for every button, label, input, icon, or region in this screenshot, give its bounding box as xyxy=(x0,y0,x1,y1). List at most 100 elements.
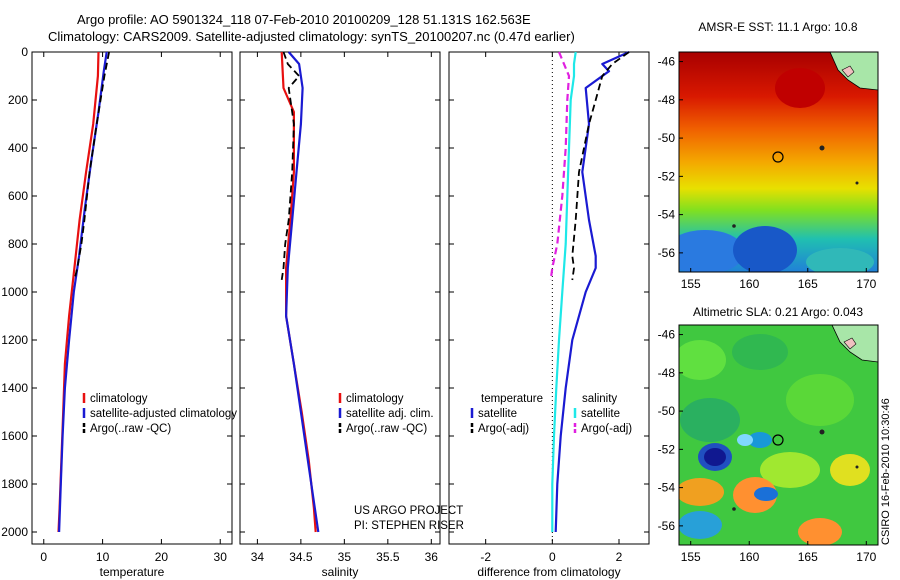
x-tick-label: 30 xyxy=(214,550,228,564)
figure-title-line1: Argo profile: AO 5901324_118 07-Feb-2010… xyxy=(77,12,531,27)
island xyxy=(819,429,825,435)
sst-map-title: AMSR-E SST: 11.1 Argo: 10.8 xyxy=(698,20,858,34)
x-tick-label: -2 xyxy=(480,550,491,564)
island xyxy=(732,224,736,228)
sla-patch xyxy=(748,432,772,448)
x-tick-label: 36 xyxy=(425,550,439,564)
y-tick-label: 800 xyxy=(8,237,28,251)
y-tick-label: 1400 xyxy=(1,381,28,395)
x-tick-label: 0 xyxy=(40,550,47,564)
legend-label: satellite-adjusted climatology xyxy=(90,408,237,420)
map-y-tick-label: -54 xyxy=(658,208,676,222)
x-tick-label: 20 xyxy=(155,550,169,564)
x-tick-label: 0 xyxy=(549,550,556,564)
map-y-tick-label: -50 xyxy=(658,131,676,145)
map-x-tick-label: 160 xyxy=(739,550,759,564)
island xyxy=(855,465,859,469)
legend-heading-temperature: temperature xyxy=(481,393,543,405)
y-tick-label: 0 xyxy=(21,45,28,59)
map-x-tick-label: 155 xyxy=(681,277,701,291)
legend-label: satellite xyxy=(478,408,517,420)
map-y-tick-label: -52 xyxy=(658,442,676,456)
legend-label: climatology xyxy=(346,393,404,405)
x-tick-label: 10 xyxy=(96,550,110,564)
legend-label: Argo(-adj) xyxy=(581,423,632,435)
legend-label: Argo(-adj) xyxy=(478,423,529,435)
figure-title-line2: Climatology: CARS2009. Satellite-adjuste… xyxy=(48,29,575,44)
sla-patch xyxy=(679,478,724,506)
y-tick-label: 200 xyxy=(8,93,28,107)
y-tick-label: 1800 xyxy=(1,477,28,491)
sst-cold-patch xyxy=(733,226,797,272)
map-x-tick-label: 160 xyxy=(739,277,759,291)
salinity-x-label: salinity xyxy=(322,565,359,579)
map-x-tick-label: 155 xyxy=(681,550,701,564)
land-mass xyxy=(829,52,878,91)
map-y-tick-label: -54 xyxy=(658,481,676,495)
salinity-chart: 34 34.5 35 35.5 36 salinity climatology satelli… xyxy=(239,51,464,579)
y-tick-label: 1000 xyxy=(1,285,28,299)
side-caption: CSIRO 16-Feb-2010 10:30:46 xyxy=(880,398,892,545)
island xyxy=(841,65,855,78)
difference-axes-box xyxy=(448,51,650,545)
sla-low-anomaly xyxy=(704,448,726,466)
temperature-axes-box xyxy=(31,51,233,545)
sla-patch xyxy=(732,334,788,370)
salinity-axes-box xyxy=(239,51,441,545)
map-y-tick-label: -56 xyxy=(658,246,676,260)
sst-cold-patch xyxy=(806,248,874,272)
map-y-tick-label: -48 xyxy=(658,366,676,380)
x-tick-label: 35 xyxy=(338,550,352,564)
temperature-x-label: temperature xyxy=(100,565,165,579)
legend-label: Argo(..raw -QC) xyxy=(346,423,427,435)
series-line-clim xyxy=(57,51,100,533)
sla-patch xyxy=(680,398,740,442)
float-position-marker xyxy=(772,434,784,446)
map-x-tick-label: 165 xyxy=(798,550,818,564)
sla-patch xyxy=(679,511,722,539)
y-tick-label: 600 xyxy=(8,189,28,203)
map-x-tick-label: 170 xyxy=(856,550,876,564)
sla-patch xyxy=(786,374,854,426)
series-line-argo xyxy=(73,51,110,281)
series-line-argo xyxy=(571,51,630,281)
island xyxy=(732,507,736,511)
map-y-tick-label: -48 xyxy=(658,93,676,107)
series-line-sat xyxy=(58,51,108,533)
map-y-tick-label: -46 xyxy=(658,55,676,69)
sla-patch xyxy=(798,518,842,545)
y-tick-label: 1600 xyxy=(1,429,28,443)
sla-patch xyxy=(737,434,753,446)
series-line-magenta xyxy=(549,51,571,281)
legend-label: satellite adj. clim. xyxy=(346,408,434,420)
map-y-tick-label: -46 xyxy=(658,328,676,342)
y-tick-label: 2000 xyxy=(1,525,28,539)
series-line-sat xyxy=(554,50,630,533)
y-tick-label: 400 xyxy=(8,141,28,155)
sst-map: AMSR-E SST: 11.1 Argo: 10.8 155 160 165 170… xyxy=(658,20,879,291)
sla-patch xyxy=(830,454,870,486)
sla-map-title: Altimetric SLA: 0.21 Argo: 0.043 xyxy=(693,305,863,319)
sla-patch xyxy=(679,340,726,380)
sla-patch xyxy=(760,452,820,488)
x-tick-label: 34.5 xyxy=(289,550,313,564)
x-tick-label: 2 xyxy=(616,550,623,564)
series-line-sat xyxy=(285,51,320,533)
legend-heading-salinity: salinity xyxy=(582,393,617,405)
sla-map: Altimetric SLA: 0.21 Argo: 0.043 xyxy=(658,305,879,564)
float-position-marker xyxy=(772,151,784,163)
project-note: US ARGO PROJECT xyxy=(354,505,463,517)
map-x-tick-label: 165 xyxy=(798,277,818,291)
map-y-tick-label: -56 xyxy=(658,519,676,533)
map-y-tick-label: -52 xyxy=(658,169,676,183)
sla-patch xyxy=(754,487,778,501)
sst-cold-patch xyxy=(679,230,745,272)
island xyxy=(819,145,825,151)
island xyxy=(843,337,857,350)
map-x-tick-label: 170 xyxy=(856,277,876,291)
legend-label: Argo(..raw -QC) xyxy=(90,423,171,435)
series-line-cyan xyxy=(551,51,577,532)
x-tick-label: 34 xyxy=(251,550,265,564)
